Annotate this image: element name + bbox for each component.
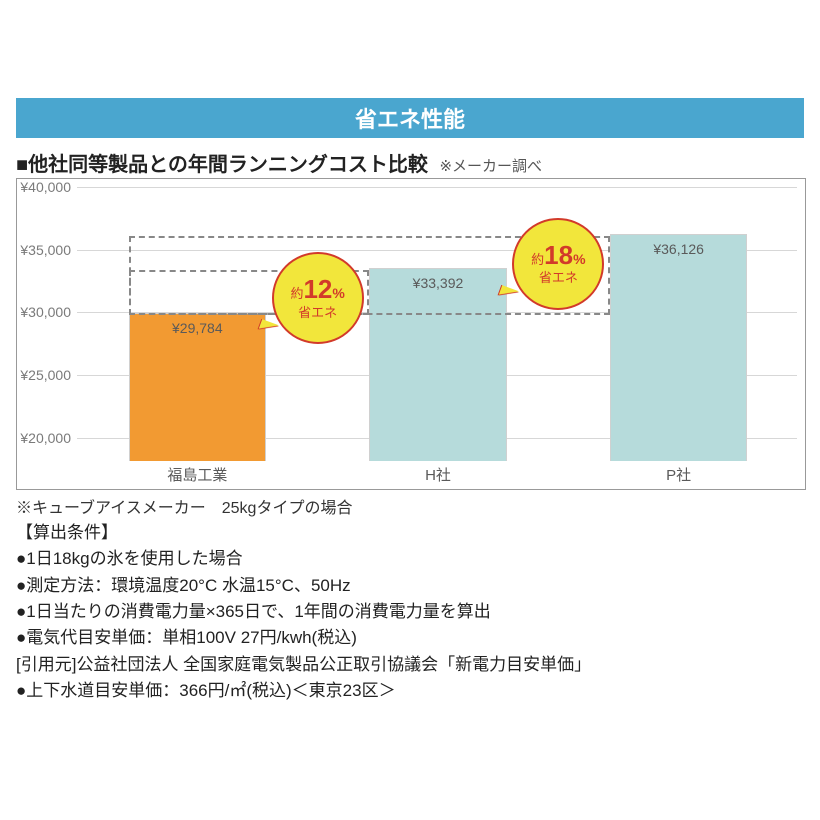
bar-value-label: ¥33,392	[413, 275, 464, 291]
condition-line: ●1日18kgの氷を使用した場合	[16, 546, 591, 572]
bubble-percent: 12	[303, 274, 332, 304]
y-axis-label: ¥40,000	[17, 179, 71, 195]
bar: ¥36,126	[610, 234, 747, 461]
section-banner: 省エネ性能	[16, 98, 804, 138]
bubble-percent-unit: %	[573, 251, 585, 267]
bubble-prefix: 約	[290, 286, 303, 301]
bubble-percent-unit: %	[332, 285, 344, 301]
calculation-conditions: 【算出条件】 ●1日18kgの氷を使用した場合●測定方法：環境温度20°C 水温…	[16, 520, 591, 704]
bubble-percent: 18	[544, 240, 573, 270]
savings-bubble: 約18% 省エネ	[512, 218, 604, 310]
condition-line: ●電気代目安単価：単相100V 27円/kwh(税込)	[16, 625, 591, 651]
y-axis-label: ¥35,000	[17, 242, 71, 258]
banner-title: 省エネ性能	[355, 102, 465, 134]
bar-value-label: ¥36,126	[653, 241, 704, 257]
condition-line: ●1日当たりの消費電力量×365日で、1年間の消費電力量を算出	[16, 599, 591, 625]
chart-footnote: ※キューブアイスメーカー 25kgタイプの場合	[16, 494, 352, 518]
conditions-title: 【算出条件】	[16, 520, 591, 546]
bar: ¥29,784	[129, 313, 266, 461]
condition-line: ●測定方法：環境温度20°C 水温15°C、50Hz	[16, 573, 591, 599]
condition-line: [引用元]公益社団法人 全国家庭電気製品公正取引協議会「新電力目安単価」	[16, 652, 591, 678]
heading-main: ■他社同等製品との年間ランニングコスト比較	[16, 154, 428, 176]
y-axis-label: ¥30,000	[17, 304, 71, 320]
bubble-prefix: 約	[531, 252, 544, 267]
bar-value-label: ¥29,784	[172, 320, 223, 336]
category-label: H社	[425, 464, 451, 485]
savings-bubble: 約12%省エネ	[272, 252, 364, 344]
bar: ¥33,392	[369, 268, 506, 461]
category-label: P社	[666, 464, 691, 485]
cost-comparison-chart: ¥29,784¥33,392¥36,126約12%省エネ約18%省エネ ¥20,…	[16, 178, 806, 490]
chart-heading: ■他社同等製品との年間ランニングコスト比較 ※メーカー調べ	[16, 148, 542, 177]
reference-dashed-box	[129, 270, 370, 315]
y-axis-label: ¥25,000	[17, 367, 71, 383]
gridline	[77, 187, 797, 188]
bubble-sub: 省エネ	[539, 271, 578, 285]
heading-note: ※メーカー調べ	[439, 158, 542, 175]
y-axis-label: ¥20,000	[17, 430, 71, 446]
condition-line: ●上下水道目安単価：366円/㎡(税込)＜東京23区＞	[16, 678, 591, 704]
category-label: 福島工業	[167, 464, 227, 485]
